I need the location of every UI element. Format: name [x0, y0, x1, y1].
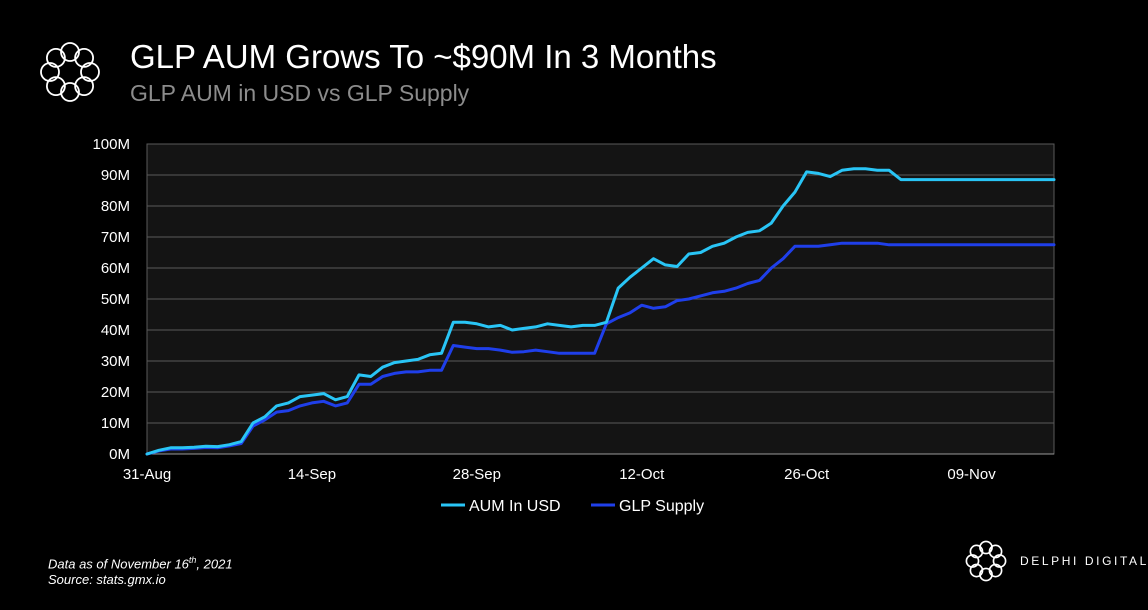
- y-tick-label: 80M: [101, 198, 130, 215]
- y-tick-label: 10M: [101, 415, 130, 432]
- page-title: GLP AUM Grows To ~$90M In 3 Months: [130, 38, 717, 75]
- chart: 0M 10M 20M 30M 40M 50M 60M 70M 80M 90M 100M 31-Aug 1…: [92, 136, 1056, 515]
- legend-label: GLP Supply: [619, 498, 704, 515]
- series-line: [145, 167, 1056, 456]
- y-tick-label: 20M: [101, 384, 130, 401]
- delphi-logo-icon: [40, 42, 100, 102]
- delphi-digital-logo-icon: [965, 540, 1007, 582]
- legend-label: AUM In USD: [469, 498, 561, 515]
- brand-name: DELPHI DIGITAL: [1020, 554, 1148, 568]
- x-tick-label: 12-Oct: [619, 466, 665, 483]
- data-as-of-note: Data as of November 16th, 2021: [48, 555, 233, 572]
- y-tick-label: 30M: [101, 353, 130, 370]
- y-tick-label: 90M: [101, 167, 130, 184]
- page-subtitle: GLP AUM in USD vs GLP Supply: [130, 80, 470, 106]
- y-tick-label: 40M: [101, 322, 130, 339]
- x-tick-label: 26-Oct: [784, 466, 830, 483]
- y-tick-label: 100M: [92, 136, 130, 153]
- y-tick-label: 0M: [109, 446, 130, 463]
- y-tick-label: 70M: [101, 229, 130, 246]
- y-tick-label: 50M: [101, 291, 130, 308]
- series-line: [145, 241, 1056, 456]
- x-tick-label: 31-Aug: [123, 466, 171, 483]
- x-tick-label: 09-Nov: [947, 466, 996, 483]
- x-tick-label: 28-Sep: [453, 466, 501, 483]
- y-tick-label: 60M: [101, 260, 130, 277]
- source-note: Source: stats.gmx.io: [48, 572, 166, 587]
- x-tick-label: 14-Sep: [288, 466, 336, 483]
